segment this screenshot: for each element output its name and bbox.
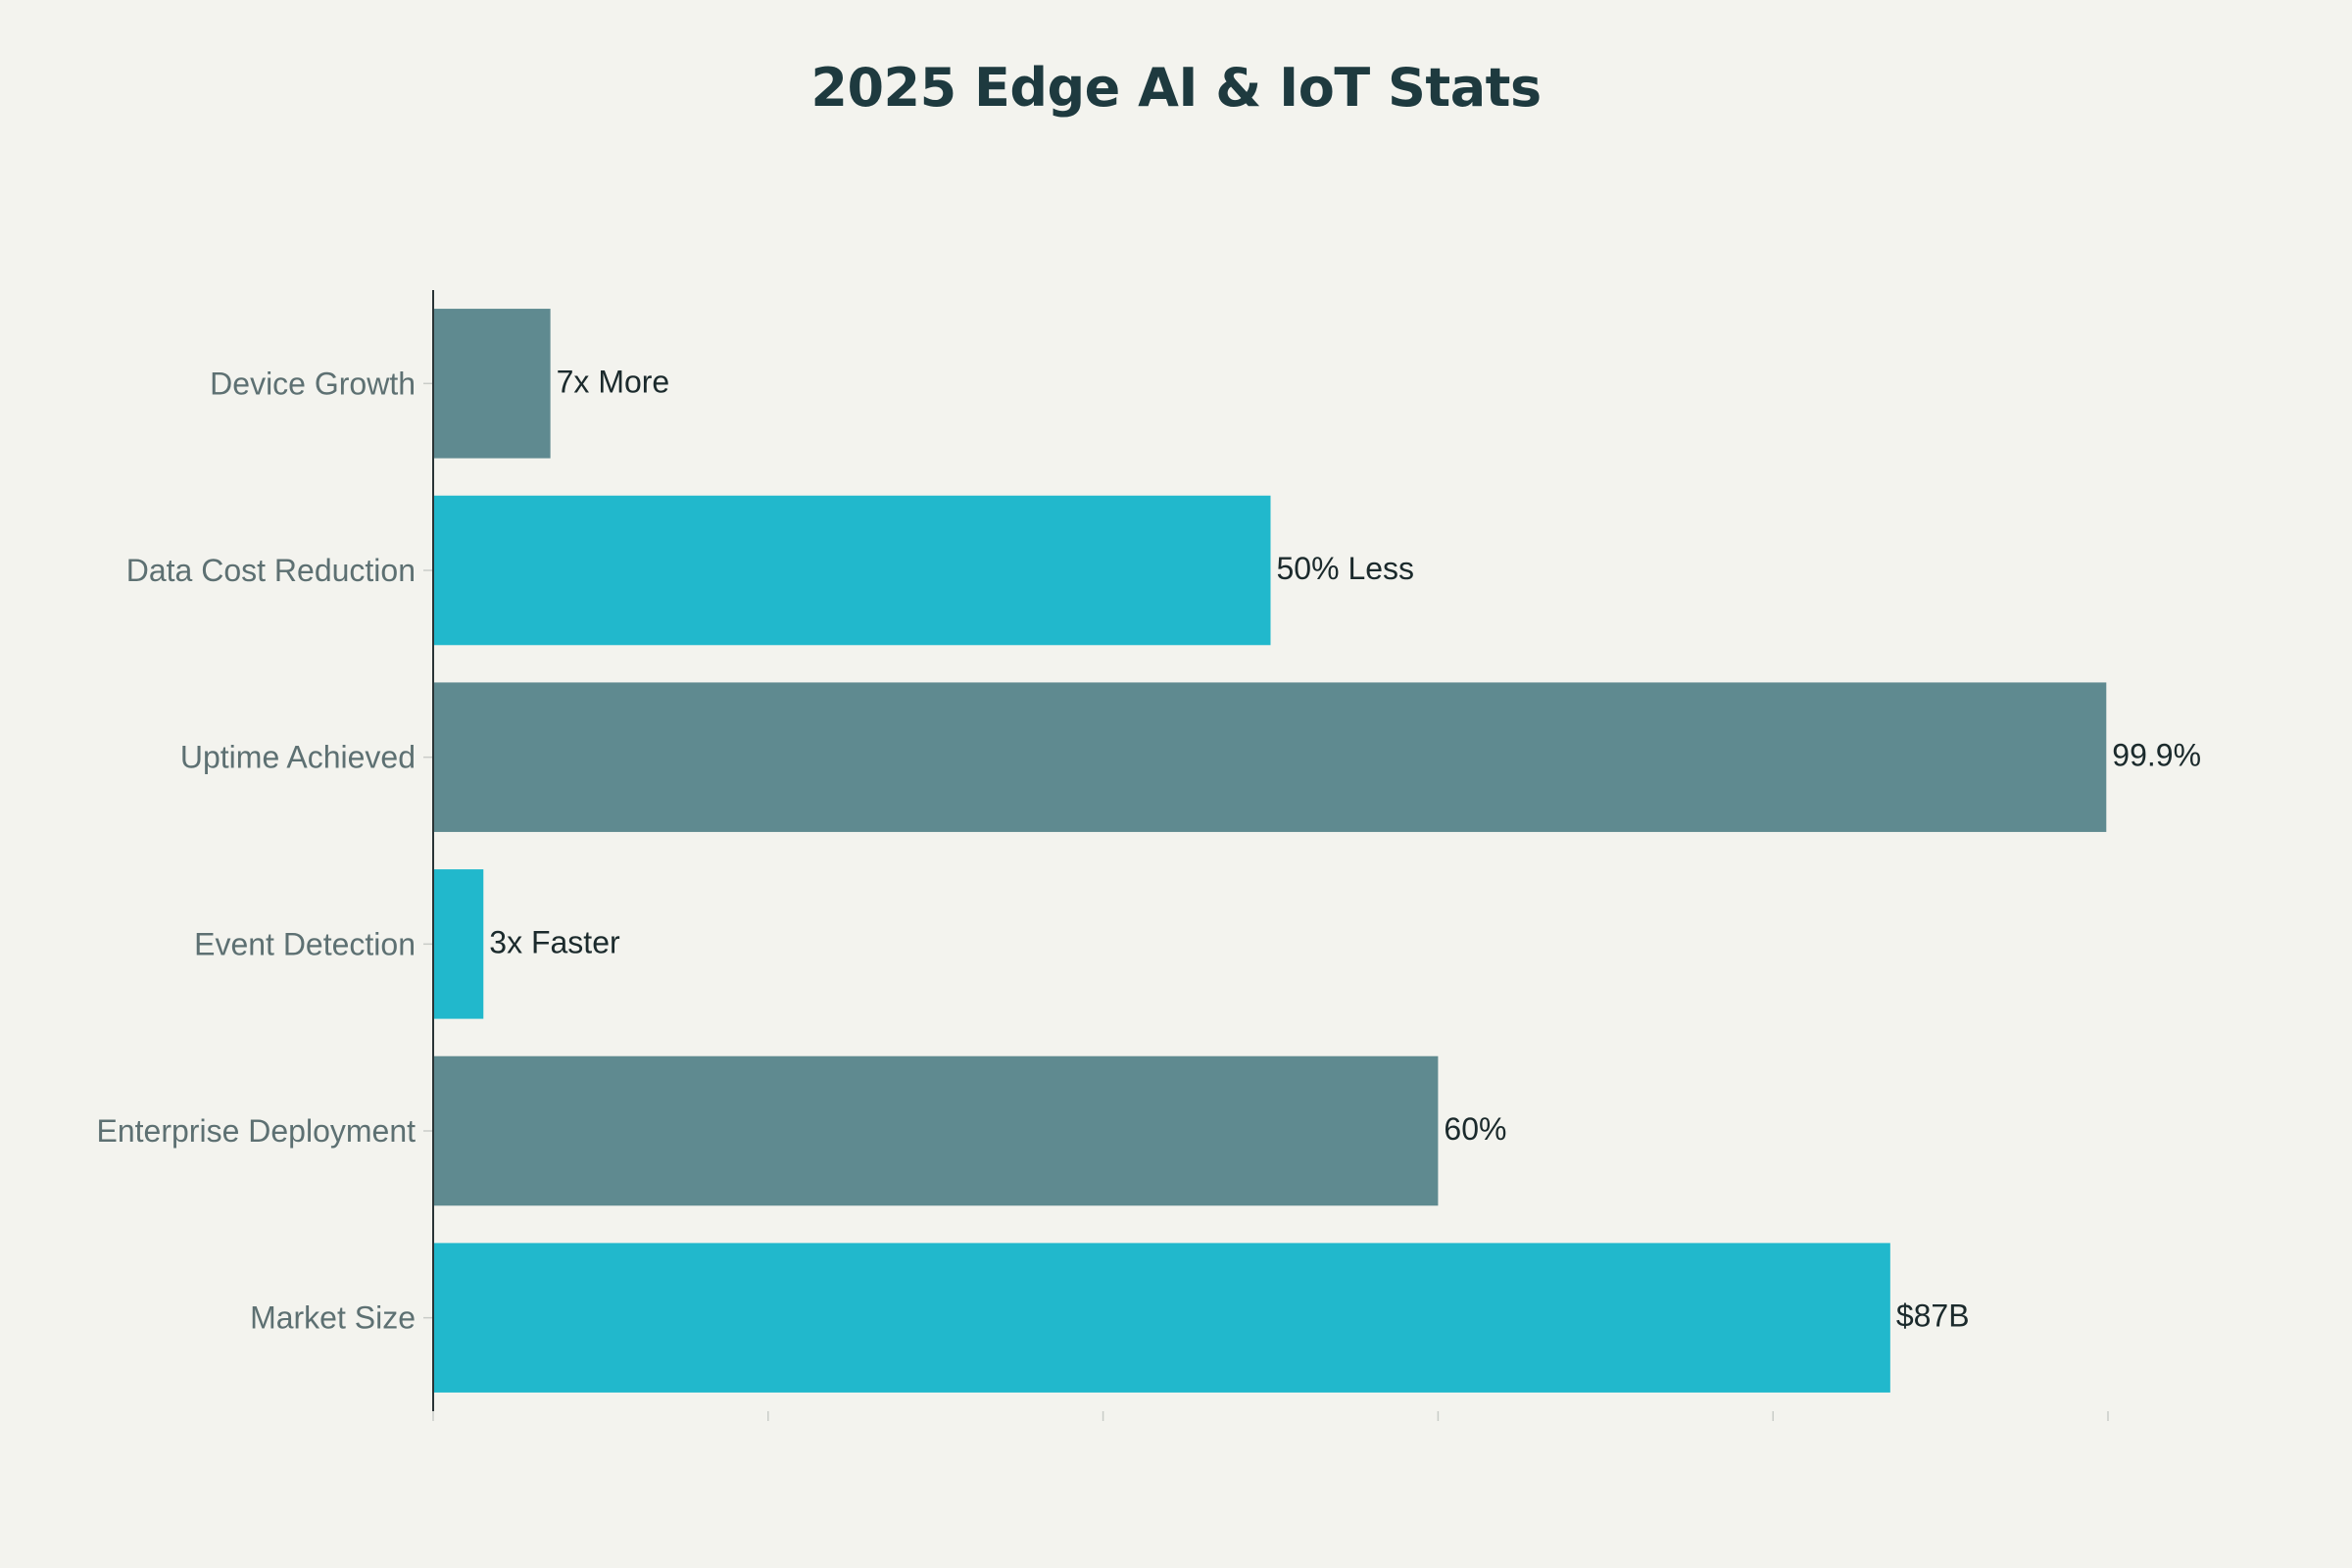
category-label: Market Size — [250, 1300, 416, 1336]
bar-data-cost-reduction — [433, 495, 1271, 646]
category-label: Device Growth — [210, 366, 416, 401]
bar-market-size — [433, 1243, 1890, 1393]
data-label: 60% — [1444, 1111, 1506, 1147]
data-label: 99.9% — [2112, 738, 2201, 773]
bar-uptime-achieved — [433, 682, 2107, 832]
data-label: 3x Faster — [489, 924, 620, 959]
data-label: $87B — [1896, 1298, 1970, 1334]
bar-event-detection — [433, 869, 484, 1019]
category-label: Event Detection — [194, 926, 416, 961]
category-label: Data Cost Reduction — [126, 553, 416, 588]
bar-device-growth — [433, 309, 551, 459]
category-label: Enterprise Deployment — [97, 1113, 416, 1149]
category-label: Uptime Achieved — [180, 740, 416, 775]
bar-enterprise-deployment — [433, 1055, 1439, 1206]
chart-title: 2025 Edge AI & IoT Stats — [810, 57, 1542, 119]
data-label: 50% Less — [1277, 551, 1415, 586]
data-label: 7x More — [557, 364, 670, 399]
